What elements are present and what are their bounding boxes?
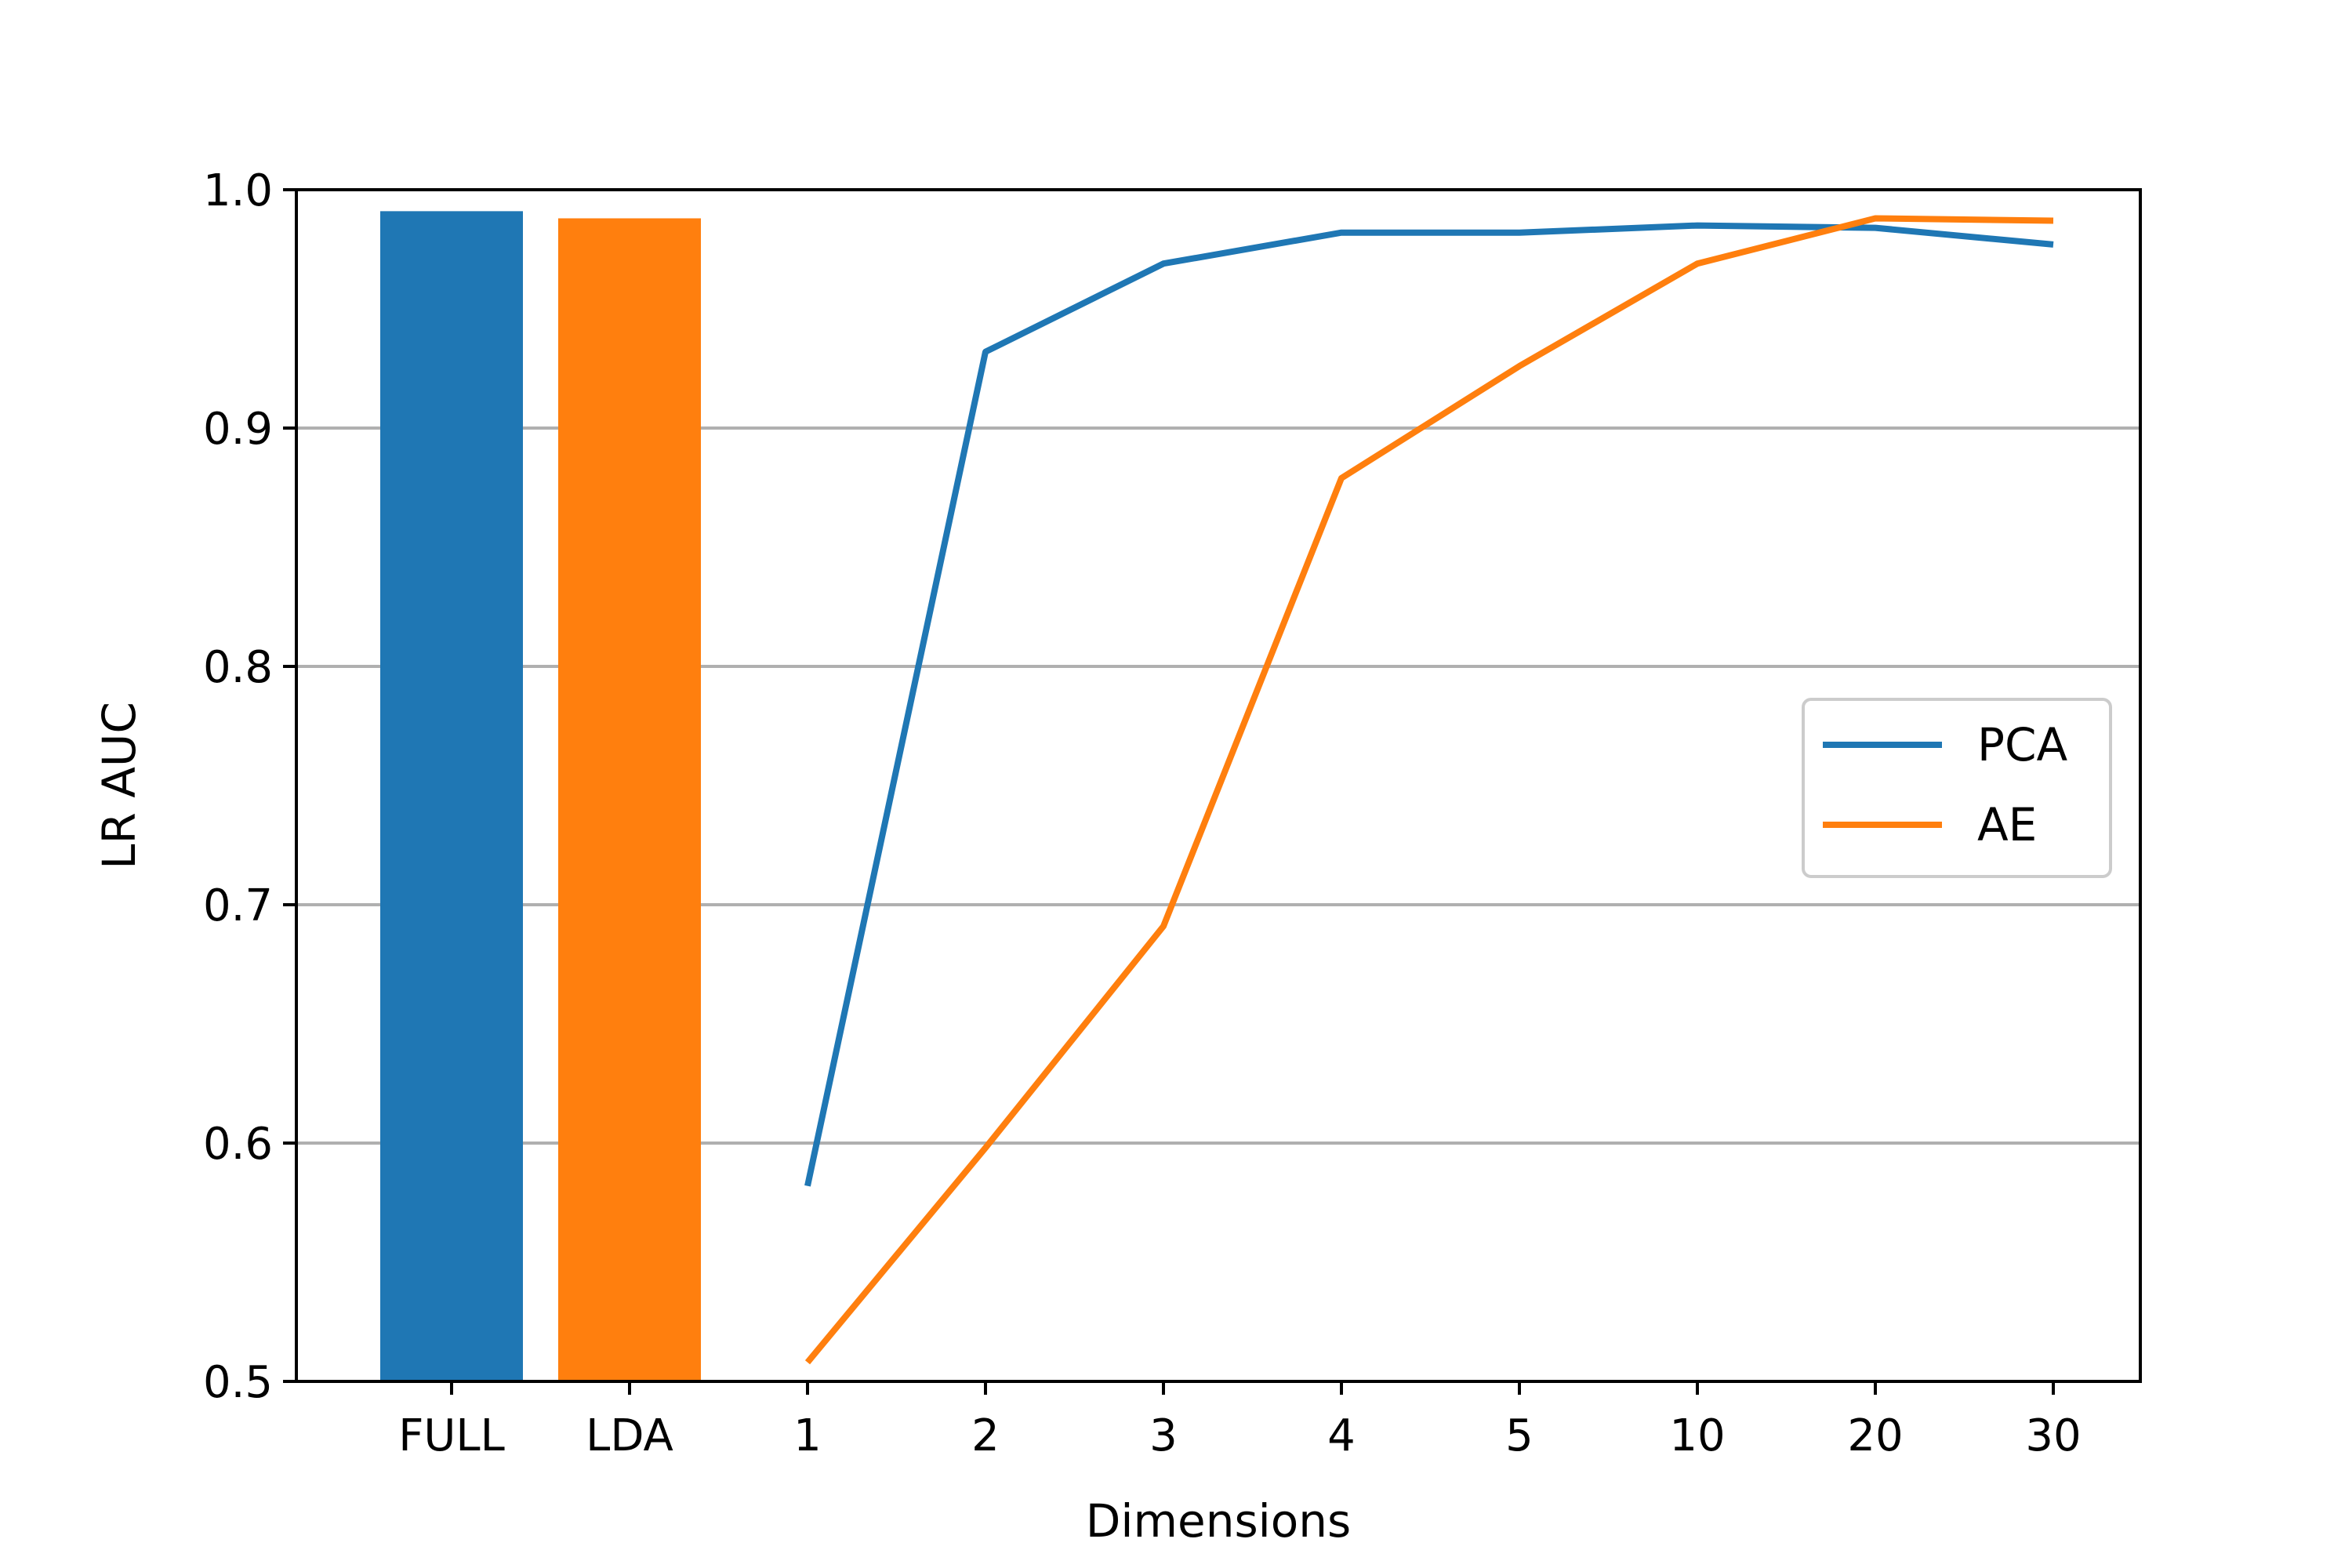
- legend: PCA AE: [1802, 698, 2112, 878]
- x-tick-label: 4: [1327, 1410, 1356, 1461]
- x-tick-label: LDA: [586, 1410, 673, 1461]
- x-axis-title: Dimensions: [1086, 1494, 1352, 1548]
- bar-lda: [558, 218, 701, 1382]
- x-tick-label: 5: [1505, 1410, 1534, 1461]
- legend-label-ae: AE: [1977, 798, 2037, 851]
- x-axis-ticks: FULL LDA 1 2 3 4 5 10 20 30: [398, 1381, 2082, 1461]
- y-tick-label: 1.0: [203, 165, 273, 216]
- plot-frame: [295, 188, 2142, 1383]
- y-axis-ticks: 0.5 0.6 0.7 0.8 0.9 1.0: [203, 165, 296, 1408]
- x-tick-label: FULL: [398, 1410, 505, 1461]
- y-tick-label: 0.8: [203, 642, 273, 693]
- x-tick-label: 30: [2025, 1410, 2081, 1461]
- y-tick-label: 0.5: [203, 1357, 273, 1408]
- bars: [380, 211, 701, 1382]
- series-lines: [804, 215, 2054, 1365]
- y-axis-title: LR AUC: [93, 702, 146, 869]
- y-tick-label: 0.9: [203, 404, 273, 455]
- y-tick-label: 0.7: [203, 880, 273, 931]
- bar-full: [380, 211, 523, 1381]
- x-tick-label: 1: [793, 1410, 822, 1461]
- x-tick-label: 2: [971, 1410, 1000, 1461]
- x-tick-label: 3: [1149, 1410, 1178, 1461]
- y-tick-label: 0.6: [203, 1119, 273, 1170]
- legend-label-pca: PCA: [1977, 718, 2067, 771]
- series-line-ae: [804, 215, 2054, 1365]
- x-tick-label: 20: [1847, 1410, 1903, 1461]
- x-tick-label: 10: [1669, 1410, 1725, 1461]
